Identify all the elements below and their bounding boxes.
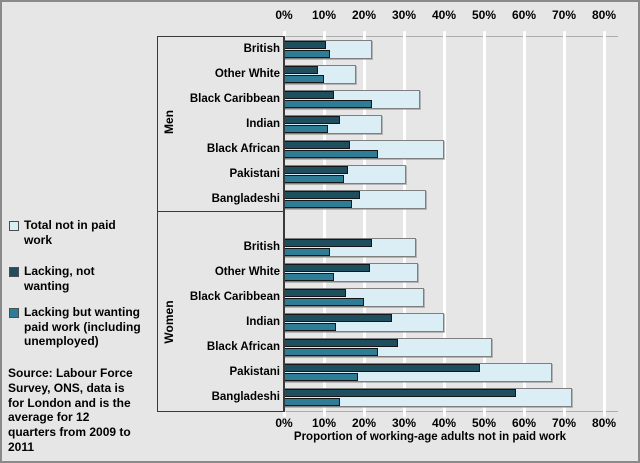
category-label: Other White bbox=[214, 68, 280, 80]
category-label: Black African bbox=[206, 341, 280, 353]
bottom-axis-tick-label: 0% bbox=[275, 416, 293, 430]
bottom-axis-tick-label: 30% bbox=[391, 416, 417, 430]
gridline-nub-bottom bbox=[282, 411, 286, 417]
bar-lacking-but-wanting bbox=[284, 50, 330, 58]
category-label: Pakistani bbox=[229, 366, 281, 378]
category-label: Indian bbox=[246, 118, 280, 130]
top-axis-tick-label: 0% bbox=[275, 8, 293, 22]
bar-lacking-not-wanting bbox=[284, 66, 318, 74]
top-axis-tick-label: 10% bbox=[311, 8, 337, 22]
gridline bbox=[362, 31, 366, 417]
category-label: Bangladeshi bbox=[211, 391, 280, 403]
source-note: Source: Labour Force Survey, ONS, data i… bbox=[8, 366, 133, 454]
x-axis-title: Proportion of working-age adults not in … bbox=[293, 431, 567, 443]
category-label: Black Caribbean bbox=[189, 291, 280, 303]
gridline bbox=[522, 31, 526, 417]
category-label: Bangladeshi bbox=[211, 193, 280, 205]
bar-lacking-not-wanting bbox=[284, 364, 480, 372]
bar-lacking-not-wanting bbox=[284, 116, 340, 124]
category-axis-line bbox=[283, 36, 285, 412]
legend-item: Lacking, not wanting bbox=[6, 264, 95, 293]
bar-lacking-not-wanting bbox=[284, 141, 350, 149]
bottom-axis-tick-label: 10% bbox=[311, 416, 337, 430]
bar-lacking-but-wanting bbox=[284, 125, 328, 133]
gridline-nub-top bbox=[282, 31, 286, 37]
bar-lacking-not-wanting bbox=[284, 314, 392, 322]
bar-lacking-but-wanting bbox=[284, 348, 378, 356]
bar-lacking-not-wanting bbox=[284, 166, 348, 174]
bottom-axis-tick-label: 60% bbox=[511, 416, 537, 430]
gridline bbox=[562, 31, 566, 417]
bar-lacking-not-wanting bbox=[284, 389, 516, 397]
category-label: Other White bbox=[214, 266, 280, 278]
legend-label: Total not in paid work bbox=[24, 218, 116, 247]
legend-item: Total not in paid work bbox=[6, 218, 116, 247]
category-label: British bbox=[243, 43, 280, 55]
bar-lacking-but-wanting bbox=[284, 273, 334, 281]
bar-lacking-not-wanting bbox=[284, 41, 326, 49]
bar-lacking-but-wanting bbox=[284, 298, 364, 306]
top-axis-line bbox=[284, 36, 618, 37]
legend-label: Lacking, not wanting bbox=[24, 264, 95, 293]
bar-lacking-but-wanting bbox=[284, 175, 344, 183]
group-separator-line bbox=[157, 411, 284, 412]
legend-swatch-lacking-not-wanting bbox=[9, 267, 19, 277]
group-separator-line bbox=[157, 36, 284, 37]
bar-lacking-but-wanting bbox=[284, 398, 340, 406]
bottom-axis-tick-label: 20% bbox=[351, 416, 377, 430]
bar-lacking-not-wanting bbox=[284, 91, 334, 99]
top-axis-tick-label: 20% bbox=[351, 8, 377, 22]
group-separator-line bbox=[157, 211, 284, 212]
gridline bbox=[442, 31, 446, 417]
category-label: Black African bbox=[206, 143, 280, 155]
bar-lacking-not-wanting bbox=[284, 339, 398, 347]
bar-lacking-but-wanting bbox=[284, 248, 330, 256]
gridline bbox=[322, 31, 326, 417]
top-axis-tick-label: 50% bbox=[471, 8, 497, 22]
category-label: Indian bbox=[246, 316, 280, 328]
top-axis-tick-label: 30% bbox=[391, 8, 417, 22]
category-label: British bbox=[243, 241, 280, 253]
bottom-axis-tick-label: 50% bbox=[471, 416, 497, 430]
category-label: Pakistani bbox=[229, 168, 281, 180]
bottom-axis-tick-label: 80% bbox=[591, 416, 617, 430]
gridline bbox=[402, 31, 406, 417]
top-axis-tick-label: 60% bbox=[511, 8, 537, 22]
bottom-axis-line bbox=[284, 411, 618, 412]
bar-lacking-but-wanting bbox=[284, 100, 372, 108]
bottom-axis-tick-label: 70% bbox=[551, 416, 577, 430]
top-axis-tick-label: 70% bbox=[551, 8, 577, 22]
label-divider-vertical bbox=[157, 36, 158, 412]
category-label: Black Caribbean bbox=[189, 93, 280, 105]
group-label-men: Men bbox=[162, 110, 176, 134]
legend-label: Lacking but wanting paid work (including… bbox=[24, 305, 141, 349]
group-label-women: Women bbox=[162, 300, 176, 344]
gridline bbox=[602, 31, 606, 417]
bottom-axis-tick-label: 40% bbox=[431, 416, 457, 430]
top-axis-tick-label: 80% bbox=[591, 8, 617, 22]
bar-lacking-but-wanting bbox=[284, 323, 336, 331]
bar-lacking-not-wanting bbox=[284, 289, 346, 297]
bar-lacking-not-wanting bbox=[284, 264, 370, 272]
legend-swatch-total bbox=[9, 221, 19, 231]
top-axis-tick-label: 40% bbox=[431, 8, 457, 22]
bar-lacking-not-wanting bbox=[284, 191, 360, 199]
bar-lacking-not-wanting bbox=[284, 239, 372, 247]
bar-lacking-but-wanting bbox=[284, 200, 352, 208]
legend-swatch-lacking-but-wanting bbox=[9, 308, 19, 318]
bar-lacking-but-wanting bbox=[284, 75, 324, 83]
legend-item: Lacking but wanting paid work (including… bbox=[6, 305, 141, 349]
bar-lacking-but-wanting bbox=[284, 150, 378, 158]
bar-lacking-but-wanting bbox=[284, 373, 358, 381]
gridline bbox=[482, 31, 486, 417]
